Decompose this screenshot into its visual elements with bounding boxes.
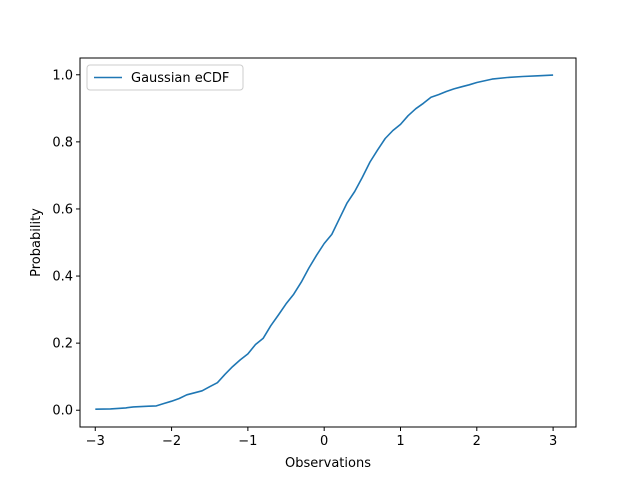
legend-box [86,64,244,91]
x-tick-label: −1 [238,434,257,449]
x-tick-label: 1 [396,434,404,449]
series-line-gaussian-ecdf [95,74,554,410]
x-tick-label: −3 [86,434,105,449]
x-tick-label: 3 [549,434,557,449]
plot-area: −3 −2 −1 0 1 2 3 0.0 0.2 0.4 0.6 0.8 1.0 [52,57,577,449]
y-tick-label: 0.0 [52,404,73,419]
y-axis: 0.0 0.2 0.4 0.6 0.8 1.0 [52,68,80,419]
y-tick-label: 0.8 [52,135,73,150]
x-axis-label: Observations [285,456,371,471]
y-axis-label: Probability [29,208,44,277]
axes-frame [79,57,577,428]
x-tick-label: 2 [473,434,481,449]
x-tick-label: −2 [162,434,181,449]
y-tick-label: 0.2 [52,337,73,352]
legend: Gaussian eCDF [86,64,244,91]
y-tick-label: 0.4 [52,270,73,285]
x-tick-label: 0 [320,434,328,449]
legend-label: Gaussian eCDF [131,71,229,86]
y-tick-label: 0.6 [52,202,73,217]
x-axis: −3 −2 −1 0 1 2 3 [86,427,557,449]
y-tick-label: 1.0 [52,68,73,83]
